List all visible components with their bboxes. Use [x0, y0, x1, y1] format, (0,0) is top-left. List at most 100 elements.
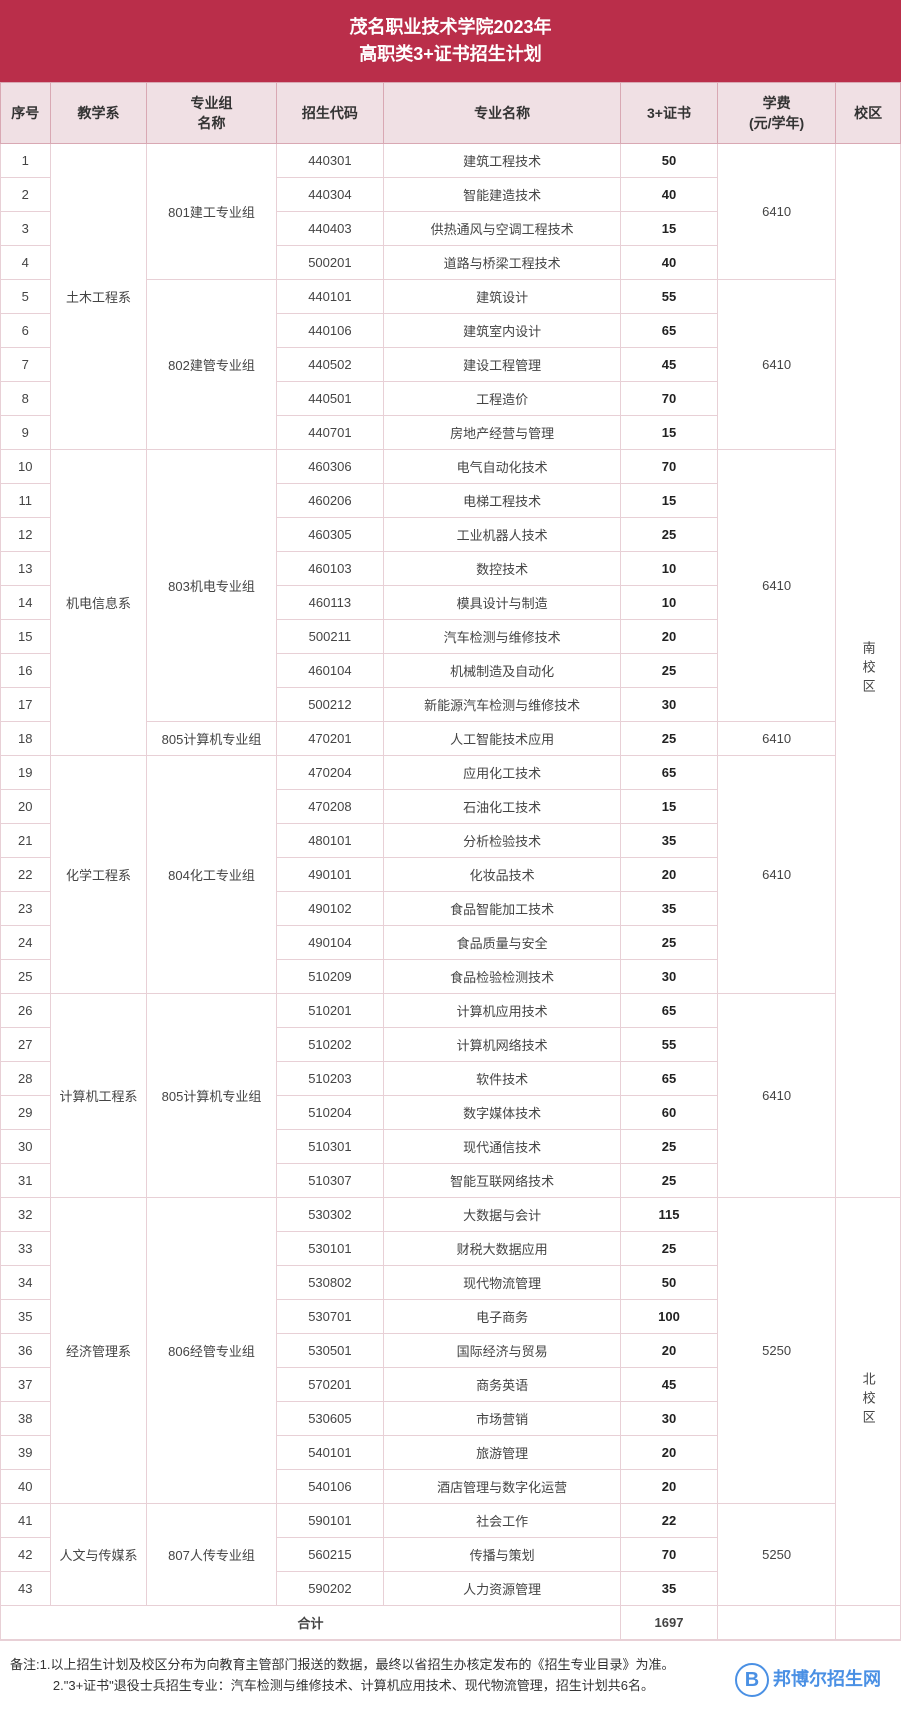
cell-code: 510204 — [276, 1096, 384, 1130]
cell-seq: 35 — [1, 1300, 51, 1334]
cell-seq: 8 — [1, 382, 51, 416]
cell-code: 510202 — [276, 1028, 384, 1062]
cell-cert: 30 — [621, 688, 718, 722]
cell-major: 化妆品技术 — [384, 858, 621, 892]
cell-seq: 17 — [1, 688, 51, 722]
cell-code: 490104 — [276, 926, 384, 960]
cell-seq: 38 — [1, 1402, 51, 1436]
cell-cert: 45 — [621, 348, 718, 382]
total-label: 合计 — [1, 1606, 621, 1640]
cell-major: 数控技术 — [384, 552, 621, 586]
table-row: 32经济管理系806经管专业组530302大数据与会计1155250北校区 — [1, 1198, 901, 1232]
cell-code: 510307 — [276, 1164, 384, 1198]
cell-seq: 13 — [1, 552, 51, 586]
cell-dept: 人文与传媒系 — [50, 1504, 147, 1606]
cell-seq: 31 — [1, 1164, 51, 1198]
cell-cert: 25 — [621, 654, 718, 688]
th-campus: 校区 — [836, 83, 901, 144]
cell-seq: 30 — [1, 1130, 51, 1164]
cell-fee: 6410 — [717, 756, 835, 994]
cell-major: 酒店管理与数字化运营 — [384, 1470, 621, 1504]
cell-major: 供热通风与空调工程技术 — [384, 212, 621, 246]
cell-seq: 20 — [1, 790, 51, 824]
cell-code: 500201 — [276, 246, 384, 280]
cell-cert: 65 — [621, 994, 718, 1028]
cell-cert: 20 — [621, 858, 718, 892]
cell-major: 商务英语 — [384, 1368, 621, 1402]
cell-dept: 机电信息系 — [50, 450, 147, 756]
cell-code: 510203 — [276, 1062, 384, 1096]
cell-major: 人工智能技术应用 — [384, 722, 621, 756]
cell-code: 530605 — [276, 1402, 384, 1436]
cell-code: 540101 — [276, 1436, 384, 1470]
watermark-logo-icon: B — [735, 1663, 769, 1697]
cell-major: 计算机应用技术 — [384, 994, 621, 1028]
cell-seq: 15 — [1, 620, 51, 654]
cell-seq: 9 — [1, 416, 51, 450]
cell-cert: 35 — [621, 892, 718, 926]
cell-major: 道路与桥梁工程技术 — [384, 246, 621, 280]
cell-code: 500212 — [276, 688, 384, 722]
cell-cert: 15 — [621, 484, 718, 518]
title-line1: 茂名职业技术学院2023年 — [0, 14, 901, 41]
cell-code: 470201 — [276, 722, 384, 756]
cell-major: 食品检验检测技术 — [384, 960, 621, 994]
cell-cert: 30 — [621, 1402, 718, 1436]
cell-major: 食品智能加工技术 — [384, 892, 621, 926]
cell-cert: 25 — [621, 722, 718, 756]
cell-code: 530501 — [276, 1334, 384, 1368]
cell-cert: 20 — [621, 1470, 718, 1504]
cell-code: 570201 — [276, 1368, 384, 1402]
cell-major: 现代物流管理 — [384, 1266, 621, 1300]
cell-major: 现代通信技术 — [384, 1130, 621, 1164]
cell-seq: 19 — [1, 756, 51, 790]
notes-section: 备注:1.以上招生计划及校区分布为向教育主管部门报送的数据，最终以省招生办核定发… — [0, 1640, 901, 1715]
cell-major: 建筑设计 — [384, 280, 621, 314]
cell-major: 模具设计与制造 — [384, 586, 621, 620]
table-row: 26计算机工程系805计算机专业组510201计算机应用技术656410 — [1, 994, 901, 1028]
cell-fee: 6410 — [717, 450, 835, 722]
cell-seq: 12 — [1, 518, 51, 552]
cell-seq: 5 — [1, 280, 51, 314]
cell-major: 建设工程管理 — [384, 348, 621, 382]
th-group: 专业组名称 — [147, 83, 276, 144]
cell-code: 460104 — [276, 654, 384, 688]
cell-major: 汽车检测与维修技术 — [384, 620, 621, 654]
cell-seq: 16 — [1, 654, 51, 688]
cell-seq: 3 — [1, 212, 51, 246]
cell-group: 804化工专业组 — [147, 756, 276, 994]
cell-group: 805计算机专业组 — [147, 722, 276, 756]
cell-fee: 6410 — [717, 144, 835, 280]
cell-cert: 55 — [621, 1028, 718, 1062]
cell-major: 国际经济与贸易 — [384, 1334, 621, 1368]
cell-code: 440701 — [276, 416, 384, 450]
cell-major: 大数据与会计 — [384, 1198, 621, 1232]
cell-cert: 115 — [621, 1198, 718, 1232]
cell-major: 工程造价 — [384, 382, 621, 416]
cell-cert: 25 — [621, 1164, 718, 1198]
cell-code: 480101 — [276, 824, 384, 858]
cell-cert: 50 — [621, 1266, 718, 1300]
cell-cert: 20 — [621, 1334, 718, 1368]
cell-seq: 42 — [1, 1538, 51, 1572]
cell-code: 440101 — [276, 280, 384, 314]
title-bar: 茂名职业技术学院2023年 高职类3+证书招生计划 — [0, 0, 901, 82]
cell-cert: 30 — [621, 960, 718, 994]
cell-cert: 100 — [621, 1300, 718, 1334]
table-body: 1土木工程系801建工专业组440301建筑工程技术506410南校区24403… — [1, 144, 901, 1640]
cell-seq: 25 — [1, 960, 51, 994]
cell-code: 440106 — [276, 314, 384, 348]
cell-code: 440301 — [276, 144, 384, 178]
total-row: 合计1697 — [1, 1606, 901, 1640]
cell-fee: 6410 — [717, 280, 835, 450]
cell-code: 590202 — [276, 1572, 384, 1606]
cell-major: 分析检验技术 — [384, 824, 621, 858]
cell-seq: 4 — [1, 246, 51, 280]
cell-seq: 7 — [1, 348, 51, 382]
cell-seq: 37 — [1, 1368, 51, 1402]
cell-seq: 32 — [1, 1198, 51, 1232]
cell-cert: 20 — [621, 1436, 718, 1470]
cell-seq: 36 — [1, 1334, 51, 1368]
cell-code: 510301 — [276, 1130, 384, 1164]
cell-major: 旅游管理 — [384, 1436, 621, 1470]
